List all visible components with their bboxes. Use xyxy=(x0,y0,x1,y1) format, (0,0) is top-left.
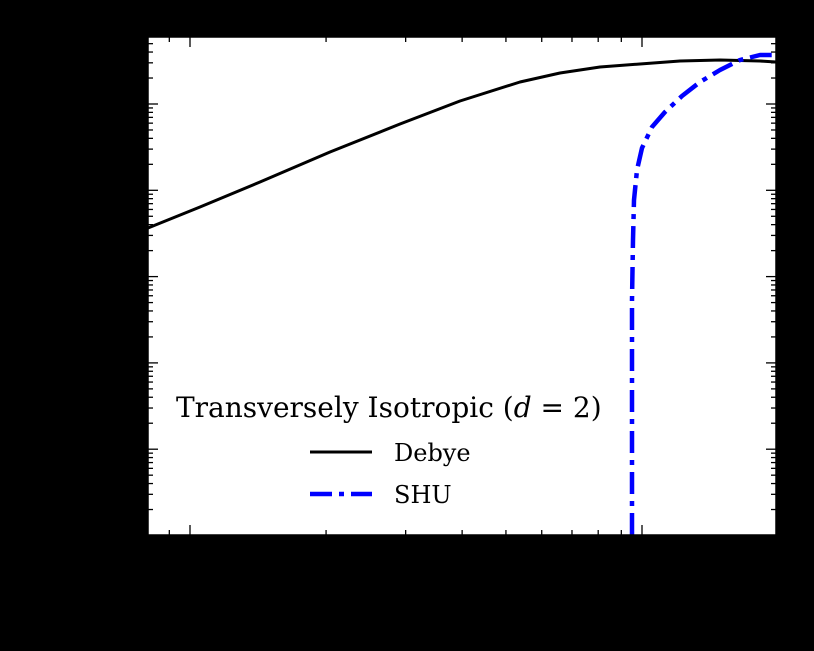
axis-ticks xyxy=(148,37,776,535)
plot-frame xyxy=(147,36,777,536)
legend-label-shu: SHU xyxy=(394,481,452,509)
plot-area xyxy=(148,37,776,535)
series-shu xyxy=(629,52,776,535)
series-lines xyxy=(147,52,777,535)
legend-label-debye: Debye xyxy=(394,439,471,467)
legend: Transversely Isotropic (d = 2) Debye SHU xyxy=(176,391,602,509)
legend-title: Transversely Isotropic (d = 2) xyxy=(176,391,602,424)
series-debye xyxy=(147,58,777,230)
